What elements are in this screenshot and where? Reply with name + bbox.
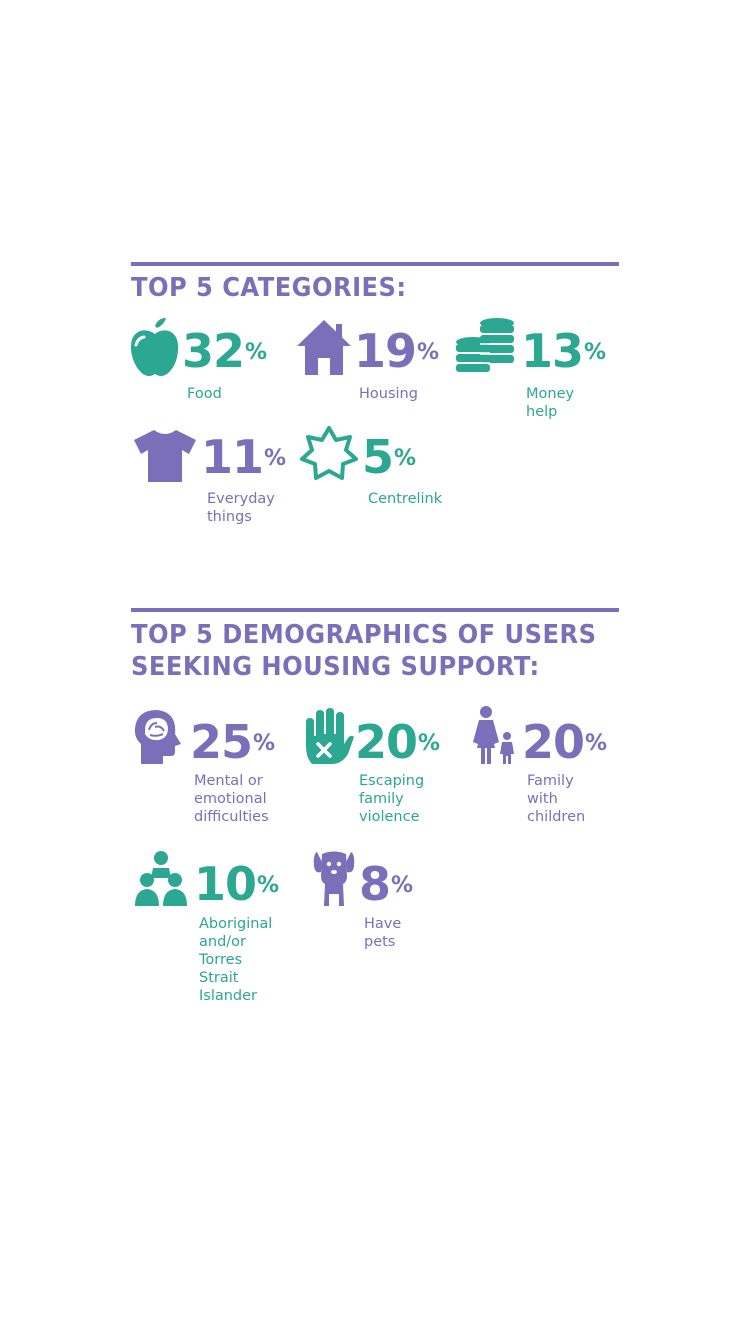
stop-hand-icon: [306, 708, 354, 764]
demographics-top-rule: [131, 608, 619, 612]
stat-food-value: 32%: [182, 324, 267, 378]
stat-everyday-things-label: Everyday things: [207, 491, 275, 525]
coins-icon: [456, 318, 514, 372]
categories-top-rule: [131, 262, 619, 266]
stat-mental-value: 25%: [190, 715, 275, 769]
stat-money-help-value: 13%: [521, 324, 606, 378]
people-group-icon: [135, 851, 187, 906]
house-icon: [297, 320, 351, 375]
stat-pets-value: 8%: [359, 857, 413, 911]
apple-icon: [130, 318, 179, 376]
head-brain-icon: [134, 710, 181, 764]
stat-pets-label: Have pets: [364, 916, 402, 950]
demographics-heading: TOP 5 DEMOGRAPHICS OF USERS SEEKING HOUS…: [131, 619, 596, 683]
demographics-heading-line2: SEEKING HOUSING SUPPORT:: [131, 652, 540, 682]
star-badge-icon: [300, 426, 358, 480]
stat-housing-label: Housing: [359, 386, 418, 402]
categories-heading: TOP 5 CATEGORIES:: [131, 273, 407, 303]
stat-centrelink-value: 5%: [362, 430, 416, 484]
dog-icon: [313, 851, 355, 906]
stat-family-violence-value: 20%: [355, 715, 440, 769]
stat-family-violence-label: Escaping family violence: [359, 773, 425, 825]
stat-aboriginal-value: 10%: [194, 857, 279, 911]
stat-money-help-label: Money help: [526, 386, 575, 420]
stat-housing-value: 19%: [354, 324, 439, 378]
stat-aboriginal-label: Aboriginal and/or Torres Strait Islander: [199, 916, 273, 1004]
parent-child-icon: [473, 706, 514, 764]
stat-family-children-value: 20%: [522, 715, 607, 769]
stat-food-label: Food: [187, 386, 222, 402]
stat-everyday-things-value: 11%: [201, 430, 286, 484]
stat-family-children-label: Family with children: [527, 773, 586, 825]
stat-mental-label: Mental or emotional difficulties: [194, 773, 269, 825]
demographics-heading-line1: TOP 5 DEMOGRAPHICS OF USERS: [131, 620, 597, 650]
tshirt-icon: [134, 430, 196, 482]
stat-centrelink-label: Centrelink: [368, 491, 443, 507]
